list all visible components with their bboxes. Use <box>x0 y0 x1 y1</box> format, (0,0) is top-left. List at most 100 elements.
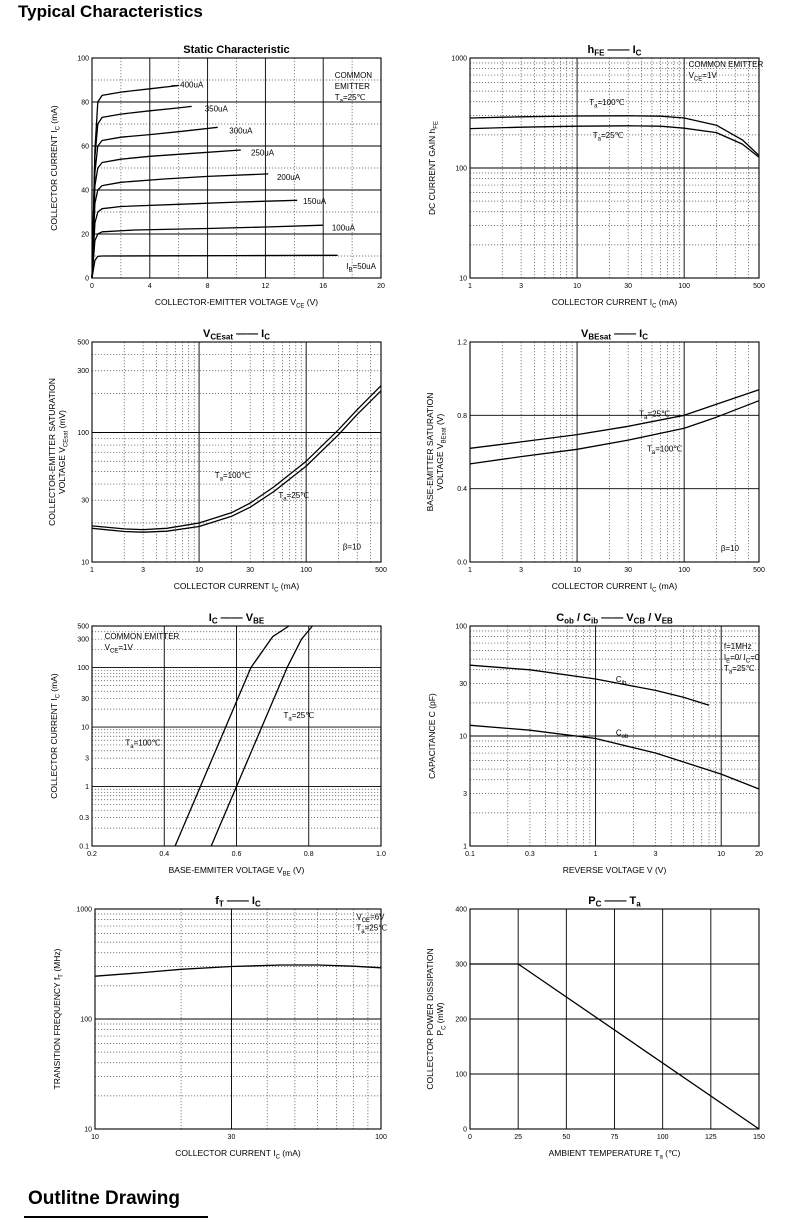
y-axis-label: VOLTAGE VCEsat (mV) <box>57 410 70 494</box>
y-axis-label-part: DC CURRENT GAIN h <box>427 128 437 215</box>
y-tick-label: 60 <box>81 144 89 151</box>
chart-annotation-part: CE <box>694 76 702 82</box>
x-tick-label: 8 <box>206 283 210 290</box>
chart-annotation-part: E <box>726 658 730 664</box>
chart-title-part: a <box>636 900 641 909</box>
series-label-part: a <box>283 496 287 502</box>
x-tick-label: 3 <box>519 283 523 290</box>
x-tick-label: 25 <box>514 1134 522 1141</box>
series-label-part: =25℃ <box>647 410 670 419</box>
x-tick-label: 10 <box>717 851 725 858</box>
chart-annotation: VCE=6V <box>356 913 385 925</box>
series-label-part: =100℃ <box>598 98 625 107</box>
y-axis-label-part: (mA) <box>49 105 59 126</box>
x-tick-label: 0.2 <box>87 851 97 858</box>
chart-annotation: COMMON EMITTER <box>689 60 764 69</box>
x-tick-label: 0.3 <box>525 851 535 858</box>
series-label: Ta=25℃ <box>283 711 314 723</box>
series-label: 200uA <box>277 173 301 182</box>
y-tick-label: 100 <box>455 1072 467 1079</box>
chart-title-part: / V <box>645 612 662 624</box>
chart-annotation-part: =0 <box>750 653 760 662</box>
chart-annotation-part: V <box>356 913 362 922</box>
y-tick-label: 10 <box>459 734 467 741</box>
chart-annotation: Ta=25℃ <box>335 93 366 105</box>
x-tick-label: 1 <box>594 851 598 858</box>
y-tick-label: 10 <box>84 1127 92 1134</box>
y-tick-label: 3 <box>463 791 467 798</box>
plot-frame <box>469 341 760 563</box>
x-axis-label-part: COLLECTOR CURRENT I <box>175 1148 275 1158</box>
x-axis-label-part: (mA) <box>280 1148 301 1158</box>
chart-title-part: T <box>219 900 224 909</box>
series-label: 100uA <box>332 223 356 232</box>
y-tick-label: 20 <box>81 232 89 239</box>
y-axis-label: COLLECTOR CURRENT IC (mA) <box>49 105 62 231</box>
x-axis-label-part: C <box>274 588 279 594</box>
series-line-ta-25- <box>469 125 760 158</box>
x-tick-label: 30 <box>228 1134 236 1141</box>
y-tick-label: 0.8 <box>457 413 467 420</box>
chart-annotation-part: =1V <box>118 643 133 652</box>
series-label: Cib <box>616 675 627 687</box>
chart-title-part: —— I <box>224 895 255 907</box>
y-axis-label: COLLECTOR CURRENT IC (mA) <box>49 673 62 799</box>
x-axis-label-part: (℃) <box>663 1148 681 1158</box>
x-tick-label: 0 <box>468 1134 472 1141</box>
x-axis-label: REVERSE VOLTAGE V (V) <box>563 865 667 875</box>
x-axis-label: COLLECTOR CURRENT IC (mA) <box>174 581 300 594</box>
series-line-cib <box>469 664 710 706</box>
series-label-part: I <box>346 262 348 271</box>
series-label: Ta=25℃ <box>639 410 670 422</box>
chart-annotation-part: COMMON EMITTER <box>689 60 764 69</box>
x-tick-label: 16 <box>319 283 327 290</box>
x-tick-label: 0 <box>90 283 94 290</box>
series-label-part: ob <box>622 734 629 740</box>
chart-title-part: C <box>264 333 270 342</box>
chart-annotation-part: EMITTER <box>335 82 370 91</box>
y-tick-label: 100 <box>77 665 89 672</box>
y-tick-label: 30 <box>81 498 89 505</box>
y-tick-label: 30 <box>81 696 89 703</box>
x-axis-label-part: COLLECTOR-EMITTER VOLTAGE V <box>155 297 297 307</box>
x-tick-label: 0.4 <box>159 851 169 858</box>
series-label-part: =100℃ <box>134 738 161 747</box>
x-tick-label: 10 <box>573 283 581 290</box>
chart-annotation-part: V <box>689 71 695 80</box>
chart-title-part: —— I <box>611 328 642 340</box>
chart-title-part: CEsat <box>210 333 233 342</box>
page-heading: Typical Characteristics <box>18 2 203 21</box>
x-tick-label: 0.8 <box>304 851 314 858</box>
chart-annotation-part: =1V <box>702 71 717 80</box>
series-line-ta-25- <box>469 389 760 449</box>
y-axis-label-part: C <box>442 1025 448 1030</box>
y-tick-label: 1 <box>85 784 89 791</box>
chart-title-part: Static Characteristic <box>183 44 289 56</box>
chart-title: Cob / Cib —— VCB / VEB <box>556 612 673 626</box>
x-axis-label-part: AMBIENT TEMPERATURE T <box>549 1148 660 1158</box>
x-tick-label: 10 <box>91 1134 99 1141</box>
series-label-part: a <box>598 136 602 142</box>
y-tick-label: 300 <box>77 368 89 375</box>
y-axis-label-part: (mW) <box>435 1002 445 1025</box>
x-tick-label: 125 <box>705 1134 717 1141</box>
series-line-300ua <box>91 126 218 279</box>
x-tick-label: 75 <box>611 1134 619 1141</box>
y-tick-label: 40 <box>81 188 89 195</box>
series-label-part: C <box>616 675 622 684</box>
chart-annotation: f=1MHz <box>724 642 752 651</box>
series-label: IB=50uA <box>346 262 376 274</box>
series-label-part: a <box>220 476 224 482</box>
y-axis-label-part: BASE-EMITTER SATURATION <box>425 393 435 512</box>
y-tick-label: 1000 <box>76 907 92 914</box>
series-label-part: =25℃ <box>287 491 310 500</box>
y-tick-label: 0.1 <box>79 844 89 851</box>
y-tick-label: 100 <box>77 56 89 63</box>
series-label-part: T <box>647 444 652 453</box>
chart-title-part: C <box>556 612 564 624</box>
x-tick-label: 3 <box>141 567 145 574</box>
series-label-part: a <box>644 415 648 421</box>
